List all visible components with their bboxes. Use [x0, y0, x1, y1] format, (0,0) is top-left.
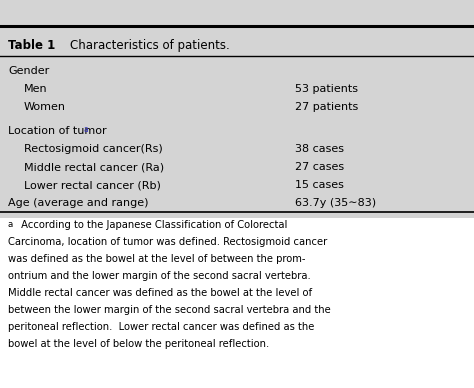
Text: Age (average and range): Age (average and range) [8, 198, 148, 208]
Text: Gender: Gender [8, 66, 49, 76]
Text: Characteristics of patients.: Characteristics of patients. [55, 39, 230, 52]
Text: Men: Men [24, 84, 47, 94]
Text: Lower rectal cancer (Rb): Lower rectal cancer (Rb) [24, 180, 161, 190]
Text: Middle rectal cancer was defined as the bowel at the level of: Middle rectal cancer was defined as the … [8, 288, 312, 298]
Text: 27 cases: 27 cases [295, 162, 344, 172]
Text: a: a [8, 220, 13, 229]
Text: Location of tumor: Location of tumor [8, 126, 107, 136]
Text: Rectosigmoid cancer(Rs): Rectosigmoid cancer(Rs) [24, 144, 163, 154]
Text: 63.7y (35∼83): 63.7y (35∼83) [295, 198, 376, 208]
Text: bowel at the level of below the peritoneal reflection.: bowel at the level of below the peritone… [8, 339, 269, 349]
Text: 38 cases: 38 cases [295, 144, 344, 154]
Text: Middle rectal cancer (Ra): Middle rectal cancer (Ra) [24, 162, 164, 172]
Text: 27 patients: 27 patients [295, 102, 358, 112]
Text: 15 cases: 15 cases [295, 180, 344, 190]
Text: Table 1: Table 1 [8, 39, 55, 52]
Text: ontrium and the lower margin of the second sacral vertebra.: ontrium and the lower margin of the seco… [8, 271, 311, 281]
Text: peritoneal reflection.  Lower rectal cancer was defined as the: peritoneal reflection. Lower rectal canc… [8, 322, 314, 332]
Text: 53 patients: 53 patients [295, 84, 358, 94]
Text: between the lower margin of the second sacral vertebra and the: between the lower margin of the second s… [8, 305, 331, 315]
Text: a: a [83, 125, 88, 134]
Text: was defined as the bowel at the level of between the prom-: was defined as the bowel at the level of… [8, 254, 306, 264]
Text: Women: Women [24, 102, 66, 112]
Text: According to the Japanese Classification of Colorectal: According to the Japanese Classification… [18, 220, 287, 230]
Text: Carcinoma, location of tumor was defined. Rectosigmoid cancer: Carcinoma, location of tumor was defined… [8, 237, 327, 247]
Bar [0, 218, 474, 388]
